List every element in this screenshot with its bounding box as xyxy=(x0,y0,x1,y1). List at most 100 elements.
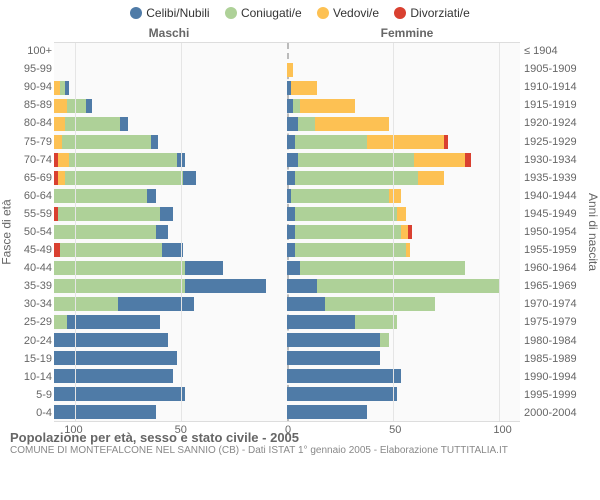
bar-segment-married xyxy=(300,261,465,275)
male-bar xyxy=(54,189,287,203)
age-label: 70-74 xyxy=(14,151,52,169)
legend-item: Celibi/Nubili xyxy=(130,6,209,20)
bar-segment-single xyxy=(185,279,265,293)
age-label: 15-19 xyxy=(14,350,52,368)
female-bar xyxy=(287,225,520,239)
female-bar xyxy=(287,333,520,347)
bar-segment-single xyxy=(151,135,157,149)
female-bar xyxy=(287,261,520,275)
birth-label: 1965-1969 xyxy=(524,277,586,295)
x-tick: 0 xyxy=(285,424,291,436)
header-female: Femmine xyxy=(288,26,526,40)
male-bar xyxy=(54,81,287,95)
bar-segment-married xyxy=(65,117,120,131)
bar-segment-widowed xyxy=(58,153,69,167)
table-row xyxy=(54,97,520,115)
birth-label: 1910-1914 xyxy=(524,78,586,96)
legend-swatch-divorced xyxy=(394,7,406,19)
table-row xyxy=(54,61,520,79)
table-row xyxy=(54,277,520,295)
age-label: 5-9 xyxy=(14,386,52,404)
bar-segment-widowed xyxy=(54,135,62,149)
population-pyramid: Fasce di età 100+95-9990-9485-8980-8475-… xyxy=(0,42,600,422)
birth-label: 1955-1959 xyxy=(524,241,586,259)
y-axis-title-right: Anni di nascita xyxy=(586,42,600,422)
legend-label: Divorziati/e xyxy=(410,6,469,20)
birth-label: 1915-1919 xyxy=(524,96,586,114)
female-bar xyxy=(287,81,520,95)
birth-label: 1930-1934 xyxy=(524,151,586,169)
y-axis-birth-labels: ≤ 19041905-19091910-19141915-19191920-19… xyxy=(520,42,586,422)
female-bar xyxy=(287,315,520,329)
bar-segment-married xyxy=(295,225,401,239)
bar-segment-single xyxy=(287,207,295,221)
age-label: 75-79 xyxy=(14,132,52,150)
female-bar xyxy=(287,135,520,149)
bar-segment-married xyxy=(380,333,388,347)
bar-segment-single xyxy=(120,117,128,131)
bar-segment-single xyxy=(287,333,380,347)
bar-segment-widowed xyxy=(389,189,402,203)
bar-segment-single xyxy=(86,99,92,113)
birth-label: 1980-1984 xyxy=(524,332,586,350)
male-bar xyxy=(54,99,287,113)
legend-swatch-married xyxy=(225,7,237,19)
age-label: 60-64 xyxy=(14,187,52,205)
bar-segment-single xyxy=(118,297,194,311)
age-label: 30-34 xyxy=(14,295,52,313)
female-bar xyxy=(287,207,520,221)
bar-segment-single xyxy=(287,243,295,257)
birth-label: 1985-1989 xyxy=(524,350,586,368)
table-row xyxy=(54,187,520,205)
female-bar xyxy=(287,405,520,419)
table-row xyxy=(54,403,520,421)
bar-segment-married xyxy=(295,171,418,185)
male-bar xyxy=(54,117,287,131)
bar-segment-single xyxy=(287,135,295,149)
x-tick: 50 xyxy=(389,424,401,436)
bar-segment-married xyxy=(58,207,160,221)
male-bar xyxy=(54,207,287,221)
bar-segment-single xyxy=(162,243,183,257)
age-label: 20-24 xyxy=(14,332,52,350)
bar-segment-single xyxy=(54,333,168,347)
legend-item: Coniugati/e xyxy=(225,6,302,20)
female-bar xyxy=(287,45,520,59)
bar-segment-single xyxy=(287,369,401,383)
bar-segment-widowed xyxy=(54,99,67,113)
bar-segment-divorced xyxy=(408,225,412,239)
x-tick: 100 xyxy=(493,424,511,436)
male-bar xyxy=(54,63,287,77)
grid-line xyxy=(499,43,500,421)
birth-label: 1975-1979 xyxy=(524,313,586,331)
table-row xyxy=(54,151,520,169)
bar-segment-divorced xyxy=(444,135,448,149)
age-label: 55-59 xyxy=(14,205,52,223)
female-bar xyxy=(287,369,520,383)
table-row xyxy=(54,223,520,241)
bar-segment-single xyxy=(160,207,173,221)
male-bar xyxy=(54,225,287,239)
bar-segment-married xyxy=(295,207,397,221)
y-axis-title-left: Fasce di età xyxy=(0,42,14,422)
male-bar xyxy=(54,351,287,365)
bar-segment-married xyxy=(54,189,147,203)
bar-segment-single xyxy=(65,81,69,95)
bar-segment-married xyxy=(65,171,184,185)
bar-segment-married xyxy=(298,117,315,131)
legend-item: Divorziati/e xyxy=(394,6,469,20)
legend-label: Coniugati/e xyxy=(241,6,302,20)
table-row xyxy=(54,367,520,385)
bar-segment-single xyxy=(54,369,173,383)
table-row xyxy=(54,331,520,349)
bar-segment-married xyxy=(291,189,388,203)
bar-segment-married xyxy=(54,297,118,311)
bar-segment-single xyxy=(183,171,196,185)
female-bar xyxy=(287,387,520,401)
chart-subtitle: COMUNE DI MONTEFALCONE NEL SANNIO (CB) -… xyxy=(10,445,590,456)
female-bar xyxy=(287,351,520,365)
birth-label: 1950-1954 xyxy=(524,223,586,241)
bar-segment-widowed xyxy=(418,171,443,185)
table-row xyxy=(54,259,520,277)
bar-segment-single xyxy=(287,351,380,365)
